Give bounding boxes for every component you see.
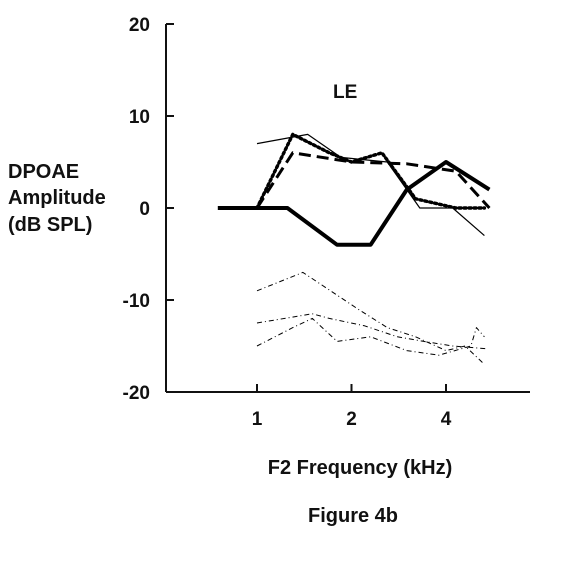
series-line-5 <box>256 271 485 365</box>
series-line-2 <box>256 133 485 237</box>
x-ticks: 1 2 4 <box>252 384 452 430</box>
series-layer <box>217 132 491 365</box>
y-axis-title-line-3: (dB SPL) <box>8 214 92 236</box>
y-axis-title-line-1: DPOAE <box>8 161 79 183</box>
y-tick-label: 0 <box>139 199 150 220</box>
y-tick-label: -20 <box>123 383 150 404</box>
series-line-3 <box>255 132 487 210</box>
x-tick-label: 1 <box>252 409 263 430</box>
y-tick-label: 10 <box>129 107 150 128</box>
panel-label: LE <box>333 82 357 103</box>
x-tick-label: 2 <box>346 409 357 430</box>
series-line-7 <box>256 317 485 356</box>
x-axis-title: F2 Frequency (kHz) <box>268 457 452 479</box>
y-ticks: 20 10 0 -10 -20 <box>123 15 174 404</box>
y-tick-label: -10 <box>123 291 150 312</box>
series-line-4 <box>255 151 491 210</box>
y-axis-title-line-2: Amplitude <box>8 187 106 209</box>
series-line-6 <box>256 313 487 350</box>
figure-caption: Figure 4b <box>308 505 398 527</box>
x-tick-label: 4 <box>441 409 452 430</box>
series-line-1 <box>217 160 491 247</box>
y-tick-label: 20 <box>129 15 150 36</box>
